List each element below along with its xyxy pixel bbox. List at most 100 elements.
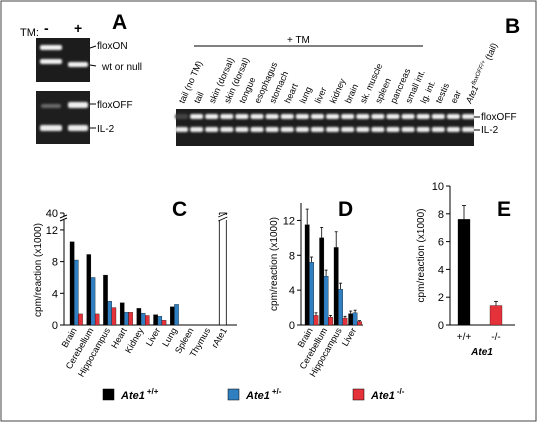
x-tick-label: rAte1 bbox=[210, 326, 229, 350]
gel-band bbox=[68, 102, 88, 108]
lane-label-ate1: Ate1floxOFF/+ (tail) bbox=[463, 41, 499, 105]
legend-label: Ate1 +/+ bbox=[120, 387, 159, 402]
gel-band bbox=[386, 114, 400, 119]
legend-gene: Ate1 bbox=[120, 390, 145, 402]
gel-band bbox=[250, 114, 264, 119]
gel-b-bands bbox=[175, 114, 475, 132]
band-label-il2-b: IL-2 bbox=[481, 125, 499, 136]
x-tick-label: Liver bbox=[340, 326, 358, 348]
y-tick-label: 4 bbox=[289, 285, 295, 297]
axis-break-mark bbox=[59, 217, 68, 222]
bar bbox=[90, 277, 96, 326]
gel-band bbox=[371, 114, 385, 119]
gel-band bbox=[175, 127, 188, 132]
x-tick-label: -/- bbox=[491, 332, 500, 343]
gel-band bbox=[280, 114, 294, 119]
gel-band bbox=[326, 114, 340, 119]
bar bbox=[153, 314, 158, 326]
bar bbox=[323, 276, 329, 326]
gel-band bbox=[401, 114, 415, 119]
gel-band bbox=[386, 127, 400, 132]
y-axis-label: cpm/reaction (x1000) bbox=[269, 217, 280, 311]
y-tick-label: 0 bbox=[289, 320, 295, 332]
y-tick-label: 4 bbox=[438, 264, 444, 276]
legend-label: Ate1 -/- bbox=[370, 387, 405, 402]
y-tick-label: 0 bbox=[438, 320, 444, 332]
gel-band bbox=[310, 114, 324, 119]
legend-genotype: +/- bbox=[272, 387, 282, 396]
gel-band bbox=[68, 62, 88, 67]
gel-band bbox=[68, 125, 88, 131]
legend: Ate1 +/+ Ate1 +/- Ate1 -/- bbox=[102, 387, 405, 402]
gel-b bbox=[176, 109, 474, 146]
gel-band bbox=[341, 127, 355, 132]
lane-label: tail bbox=[192, 90, 206, 105]
gel-band bbox=[280, 127, 294, 132]
band-label-floxon: floxON bbox=[97, 41, 128, 52]
y-tick-label: 10 bbox=[432, 181, 444, 193]
band-pointer bbox=[89, 45, 97, 49]
bar bbox=[338, 289, 343, 326]
gel-band bbox=[250, 127, 264, 132]
gel-band bbox=[341, 114, 355, 119]
gel-a-bottom bbox=[36, 91, 90, 144]
bar bbox=[174, 304, 179, 326]
gel-band bbox=[40, 125, 62, 131]
y-axis-label: cpm/reaction (x1000) bbox=[416, 209, 427, 303]
gel-band bbox=[265, 127, 279, 132]
legend-label: Ate1 +/- bbox=[245, 387, 282, 402]
bar bbox=[357, 321, 362, 326]
gel-band bbox=[462, 114, 475, 119]
legend-genotype: -/- bbox=[397, 387, 405, 396]
legend-gene: Ate1 bbox=[245, 390, 270, 402]
band-label-wt-or-null: wt or null bbox=[101, 62, 142, 73]
bar bbox=[328, 317, 333, 326]
lane-label-superscript: floxOFF/+ bbox=[471, 59, 487, 86]
panel-letter-c: C bbox=[172, 198, 187, 221]
bar bbox=[94, 313, 100, 326]
gel-band bbox=[40, 45, 62, 50]
gel-band bbox=[446, 114, 460, 119]
gel-band bbox=[175, 114, 188, 119]
lane-label: lung bbox=[298, 85, 314, 105]
bar-break-mark bbox=[218, 216, 228, 222]
y-axis-label: cpm/reaction (x1000) bbox=[33, 223, 44, 317]
gel-band bbox=[295, 127, 309, 132]
y-tick-label: 6 bbox=[438, 237, 444, 249]
bar bbox=[86, 254, 92, 326]
gel-band bbox=[356, 127, 370, 132]
gel-band bbox=[416, 114, 430, 119]
tm-label: TM: bbox=[20, 27, 39, 39]
band-label-il2: IL-2 bbox=[97, 124, 115, 135]
gel-band bbox=[356, 114, 370, 119]
y-tick-label: 4 bbox=[52, 288, 58, 300]
bar bbox=[136, 308, 142, 326]
bar bbox=[333, 247, 339, 326]
gel-band bbox=[41, 104, 61, 108]
bar bbox=[170, 306, 175, 326]
gel-band bbox=[446, 127, 460, 132]
y-tick-label: 2 bbox=[438, 292, 444, 304]
y-tick-label: 40 bbox=[46, 208, 58, 220]
panel-a: TM: - + A floxON wt or null floxOFF IL-2 bbox=[20, 11, 142, 144]
panel-letter-d: D bbox=[338, 198, 353, 221]
y-tick-label: 12 bbox=[283, 215, 295, 227]
bar-rate1 bbox=[218, 212, 227, 326]
axis-break-mark bbox=[59, 214, 68, 219]
lane-label-gene: Ate1 bbox=[463, 84, 480, 106]
gel-band bbox=[40, 59, 62, 64]
bar bbox=[128, 312, 133, 326]
y-tick-label: 8 bbox=[289, 250, 295, 262]
band-pointer bbox=[89, 64, 97, 67]
lane-label: liver bbox=[313, 86, 329, 105]
bar bbox=[78, 313, 83, 326]
bar bbox=[348, 313, 354, 326]
gel-band bbox=[265, 114, 279, 119]
gel-band bbox=[401, 127, 415, 132]
gel-band bbox=[462, 127, 475, 132]
axis-break-gap bbox=[61, 216, 67, 220]
